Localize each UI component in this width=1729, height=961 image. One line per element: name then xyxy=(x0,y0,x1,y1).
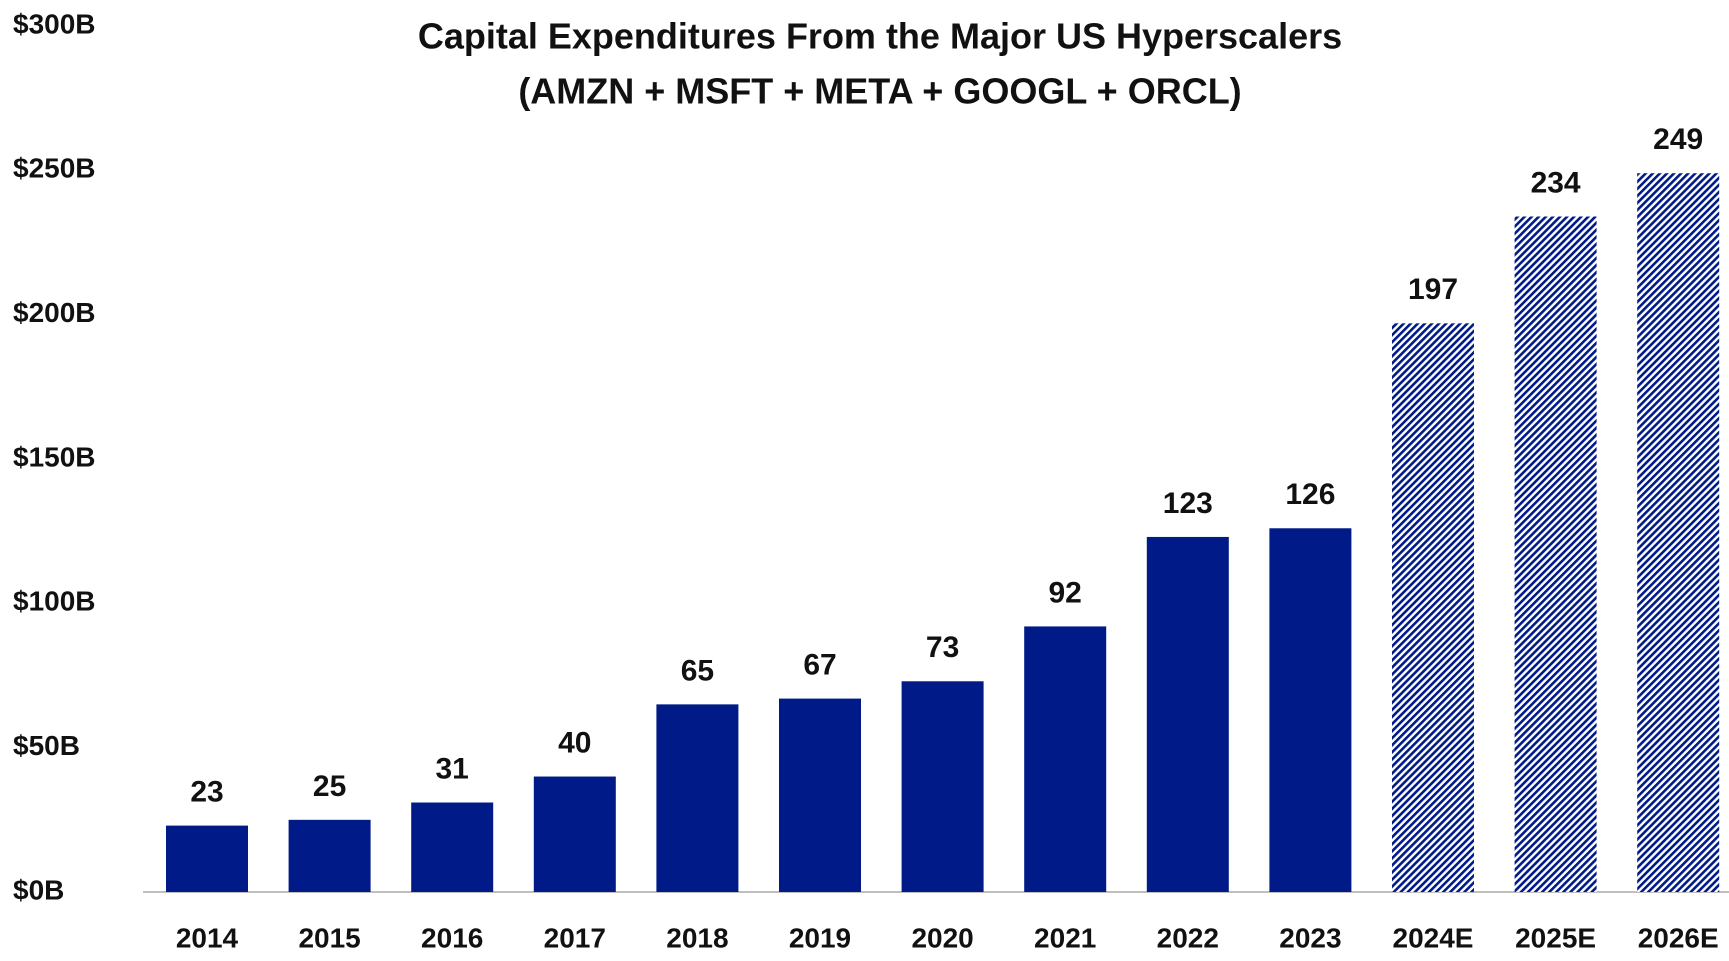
y-tick-label: $250B xyxy=(13,153,96,184)
y-tick-label: $100B xyxy=(13,586,96,617)
x-tick-label: 2020 xyxy=(911,922,973,953)
bar xyxy=(1392,323,1474,892)
x-tick-label: 2015 xyxy=(298,922,360,953)
data-label: 23 xyxy=(190,776,223,809)
bar xyxy=(1146,536,1229,892)
data-label: 73 xyxy=(926,631,959,664)
x-tick-label: 2021 xyxy=(1034,922,1096,953)
x-tick-label: 2025E xyxy=(1515,922,1596,953)
bar xyxy=(533,776,616,892)
data-label: 25 xyxy=(313,770,346,803)
y-tick-label: $200B xyxy=(13,297,96,328)
data-label: 123 xyxy=(1163,487,1213,520)
data-label: 126 xyxy=(1285,478,1335,511)
bar xyxy=(1024,626,1107,892)
data-label: 92 xyxy=(1049,576,1082,609)
x-tick-label: 2026E xyxy=(1638,922,1719,953)
data-label: 249 xyxy=(1653,123,1703,156)
y-tick-label: $150B xyxy=(13,441,96,472)
x-tick-label: 2018 xyxy=(666,922,728,953)
bar xyxy=(411,802,494,892)
chart-subtitle: (AMZN + MSFT + META + GOOGL + ORCL) xyxy=(518,71,1241,112)
data-label: 234 xyxy=(1531,166,1581,199)
y-tick-label: $0B xyxy=(13,874,64,905)
y-tick-label: $300B xyxy=(13,8,96,39)
x-tick-label: 2023 xyxy=(1279,922,1341,953)
x-tick-label: 2017 xyxy=(544,922,606,953)
bar xyxy=(1269,528,1352,892)
data-label: 40 xyxy=(558,726,591,759)
data-label: 197 xyxy=(1408,273,1458,306)
x-tick-label: 2022 xyxy=(1157,922,1219,953)
bar xyxy=(1637,173,1720,893)
y-tick-label: $50B xyxy=(13,730,80,761)
bar xyxy=(656,704,739,892)
bar xyxy=(1514,216,1597,892)
bar xyxy=(166,825,248,892)
x-tick-label: 2016 xyxy=(421,922,483,953)
bar xyxy=(288,819,371,892)
chart-title: Capital Expenditures From the Major US H… xyxy=(418,16,1342,57)
x-tick-label: 2024E xyxy=(1393,922,1474,953)
data-label: 67 xyxy=(803,649,836,682)
x-tick-label: 2019 xyxy=(789,922,851,953)
data-label: 65 xyxy=(681,654,714,687)
data-label: 31 xyxy=(436,752,469,785)
x-tick-label: 2014 xyxy=(176,922,239,953)
bar xyxy=(779,698,861,892)
bar xyxy=(901,681,984,892)
